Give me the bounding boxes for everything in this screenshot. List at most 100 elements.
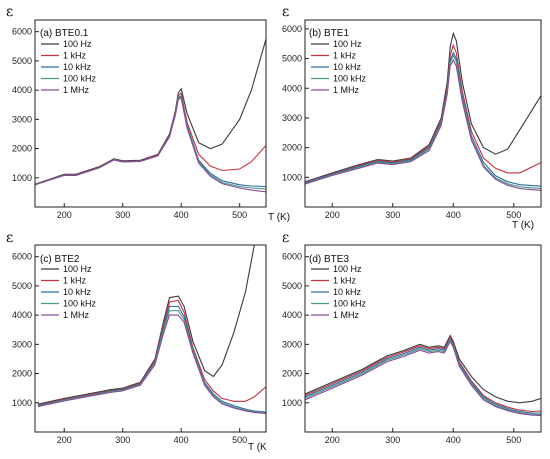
y-tick-label: 6000 [282, 252, 302, 262]
x-axis-unit-label: T (K [248, 442, 267, 453]
y-tick-label: 2000 [12, 369, 32, 379]
series-group [305, 31, 541, 191]
series-line [35, 97, 266, 193]
series-line [37, 299, 266, 406]
y-tick-label: 1000 [12, 173, 32, 183]
series-group [305, 334, 541, 417]
y-tick-label: 4000 [282, 310, 302, 320]
legend-label: 10 kHz [333, 287, 362, 297]
y-tick-label: 5000 [282, 54, 302, 64]
y-axis-symbol: ε [282, 230, 289, 246]
y-tick-label: 3000 [12, 114, 32, 124]
y-tick-label: 6000 [282, 24, 302, 34]
x-tick-label: 300 [115, 435, 130, 445]
y-tick-label: 2000 [12, 144, 32, 154]
legend-label: 1 MHz [333, 310, 360, 320]
legend-label: 100 kHz [333, 74, 367, 84]
legend-label: 1 kHz [333, 51, 357, 61]
legend-label: 10 kHz [63, 287, 92, 297]
x-tick-label: 500 [232, 210, 247, 220]
series-group [37, 245, 266, 415]
panel-d: ε (d) BTE3 1000 2000 3000 4000 5000 6000 200 30… [282, 230, 542, 445]
x-tick-label: 400 [174, 435, 189, 445]
y-tick-label: 5000 [12, 281, 32, 291]
y-tick-label: 1000 [282, 398, 302, 408]
legend-label: 1 kHz [333, 276, 357, 286]
y-tick-label: 3000 [12, 339, 32, 349]
series-line [305, 43, 541, 183]
panel-label: (a) BTE0.1 [40, 28, 89, 39]
legend-label: 100 Hz [333, 39, 362, 49]
legend-label: 1 kHz [63, 51, 87, 61]
legend-label: 1 kHz [63, 276, 87, 286]
series-line [35, 91, 266, 185]
y-tick-label: 4000 [282, 83, 302, 93]
x-tick-label: 200 [325, 210, 340, 220]
legend-label: 100 kHz [63, 74, 97, 84]
y-tick-label: 2000 [282, 143, 302, 153]
series-line [305, 335, 541, 413]
series-line [305, 340, 541, 417]
x-tick-label: 200 [57, 210, 72, 220]
y-tick-label: 4000 [12, 85, 32, 95]
x-axis-unit-label: T (K) [512, 220, 534, 231]
legend-label: 10 kHz [333, 62, 362, 72]
panel-c: ε T (K (c) BTE2 1000 2000 3000 4000 5000 6000… [6, 230, 267, 453]
series-line [305, 54, 541, 190]
legend-label: 100 Hz [63, 39, 92, 49]
x-tick-label: 500 [506, 435, 521, 445]
x-tick-label: 500 [232, 435, 247, 445]
y-tick-label: 6000 [12, 252, 32, 262]
y-tick-label: 6000 [12, 27, 32, 37]
y-axis-symbol: ε [6, 230, 13, 246]
x-tick-label: 300 [385, 210, 400, 220]
legend-label: 10 kHz [63, 62, 92, 72]
panel-label: (d) BTE3 [309, 254, 349, 265]
y-tick-label: 5000 [12, 56, 32, 66]
legend-label: 100 kHz [63, 299, 97, 309]
x-axis-unit-label: T (K) [268, 212, 290, 223]
plot-frame [34, 244, 267, 433]
y-tick-label: 5000 [282, 281, 302, 291]
panel-b: ε T (K) (b) BTE1 1000 2000 3000 4000 5000 600… [282, 4, 542, 231]
plot-frame [34, 19, 267, 208]
y-tick-label: 2000 [282, 369, 302, 379]
y-tick-label: 1000 [12, 398, 32, 408]
y-tick-label: 3000 [282, 113, 302, 123]
x-tick-label: 300 [115, 210, 130, 220]
legend-label: 100 kHz [333, 299, 367, 309]
y-axis-symbol: ε [282, 4, 289, 20]
series-line [305, 337, 541, 414]
series-line [37, 314, 266, 415]
series-line [37, 245, 266, 405]
panel-a: ε T (K) (a) BTE0.1 1000 2000 3000 4000 5000 6… [6, 4, 290, 223]
series-group [35, 38, 266, 193]
x-tick-label: 400 [446, 210, 461, 220]
panel-label: (b) BTE1 [309, 28, 349, 39]
series-line [305, 334, 541, 404]
series-line [37, 305, 266, 413]
y-tick-label: 4000 [12, 310, 32, 320]
series-line [305, 51, 541, 187]
panel-label: (c) BTE2 [40, 254, 80, 265]
legend-label: 1 MHz [63, 85, 90, 95]
x-tick-label: 200 [57, 435, 72, 445]
x-tick-label: 300 [385, 435, 400, 445]
series-line [305, 31, 541, 183]
legend-label: 100 Hz [333, 264, 362, 274]
x-tick-label: 200 [325, 435, 340, 445]
series-line [35, 95, 266, 188]
plot-frame [304, 19, 542, 208]
x-tick-label: 400 [446, 435, 461, 445]
series-line [35, 38, 266, 185]
series-line [305, 338, 541, 416]
series-line [305, 58, 541, 191]
y-tick-label: 1000 [282, 172, 302, 182]
x-tick-label: 500 [506, 210, 521, 220]
legend-label: 100 Hz [63, 264, 92, 274]
